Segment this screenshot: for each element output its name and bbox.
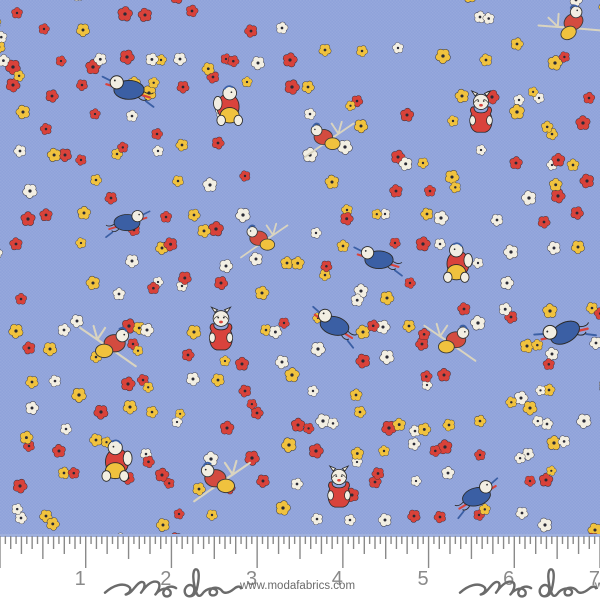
svg-text:6: 6 xyxy=(503,568,514,590)
svg-text:www.: www. xyxy=(594,580,600,592)
svg-text:www.modafabrics.com: www.modafabrics.com xyxy=(239,580,355,592)
svg-text:5: 5 xyxy=(417,568,428,590)
svg-text:1: 1 xyxy=(75,568,86,590)
